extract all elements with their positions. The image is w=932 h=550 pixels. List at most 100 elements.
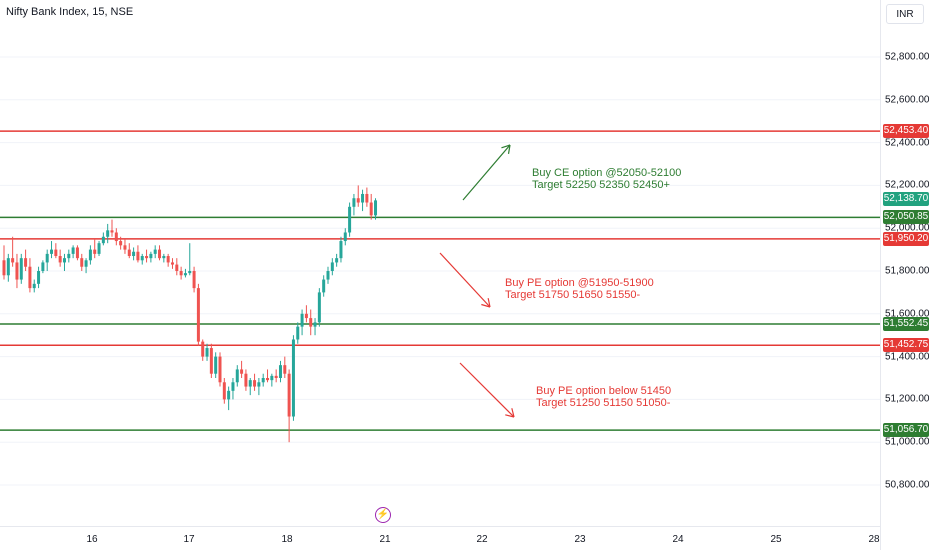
candle-body xyxy=(58,256,62,263)
candle-body xyxy=(158,249,162,259)
candle-body xyxy=(196,288,200,342)
level-price-tag: 51,552.45 xyxy=(883,316,929,331)
candle-body xyxy=(222,382,226,400)
candle-body xyxy=(274,375,278,378)
annotation-text: Buy PE option below 51450 Target 51250 51… xyxy=(536,385,671,409)
candle-body xyxy=(67,253,71,259)
candle-body xyxy=(253,380,257,387)
x-tick-label: 28 xyxy=(868,534,880,545)
candle-body xyxy=(80,258,84,267)
candle-body xyxy=(175,264,179,271)
x-tick-label: 22 xyxy=(476,534,488,545)
candle-body xyxy=(192,271,196,289)
candle-body xyxy=(110,230,114,233)
currency-selector[interactable]: INR xyxy=(886,4,924,24)
candle-body xyxy=(119,241,123,246)
candle-body xyxy=(296,326,300,340)
candle-body xyxy=(41,262,45,271)
candle-body xyxy=(335,258,339,263)
y-tick-label: 52,400.00 xyxy=(885,137,930,149)
x-tick-label: 17 xyxy=(183,534,195,545)
candle-body xyxy=(214,356,218,374)
candle-body xyxy=(93,249,97,254)
candle-body xyxy=(270,375,274,381)
y-tick-label: 52,600.00 xyxy=(885,94,930,106)
x-tick-label: 24 xyxy=(672,534,684,545)
candle-body xyxy=(32,283,36,289)
candle-body xyxy=(326,271,330,280)
y-tick-label: 52,800.00 xyxy=(885,51,930,63)
candle-body xyxy=(209,348,213,374)
candle-body xyxy=(140,256,144,261)
candle-body xyxy=(28,266,32,289)
level-price-tag: 51,056.70 xyxy=(883,423,929,438)
candle-body xyxy=(304,313,308,319)
candle-body xyxy=(361,193,365,203)
candle-body xyxy=(145,256,149,259)
chart-title: Nifty Bank Index, 15, NSE xyxy=(6,6,134,18)
candle-body xyxy=(244,373,248,387)
annotation-line: Buy CE option @52050-52100 xyxy=(532,167,682,179)
candle-body xyxy=(179,271,183,276)
candle-body xyxy=(227,390,231,400)
candle-body xyxy=(106,230,110,237)
candle-body xyxy=(11,258,15,263)
annotation-arrow xyxy=(459,362,515,418)
annotation-line: Target 51250 51150 51050- xyxy=(536,397,671,409)
candle-body xyxy=(114,232,118,242)
y-tick-label: 51,800.00 xyxy=(885,265,930,277)
candle-body xyxy=(166,256,170,263)
x-tick-label: 25 xyxy=(770,534,782,545)
annotation-text: Buy CE option @52050-52100 Target 52250 5… xyxy=(532,167,681,191)
candle-body xyxy=(45,253,49,263)
candle-body xyxy=(261,378,265,383)
y-tick-label: 51,400.00 xyxy=(885,351,930,363)
candle-body xyxy=(2,260,6,276)
candle-body xyxy=(127,249,131,257)
candle-body xyxy=(291,339,295,417)
level-price-tag: 52,453.40 xyxy=(883,124,929,139)
annotation-line: Buy PE option below 51450 xyxy=(536,385,672,397)
candle-body xyxy=(317,292,321,323)
candle-body xyxy=(248,380,252,387)
candle-body xyxy=(170,262,174,265)
candle-body xyxy=(153,249,157,254)
y-tick-label: 51,000.00 xyxy=(885,436,930,448)
x-tick-label: 18 xyxy=(281,534,293,545)
candle-body xyxy=(188,271,192,274)
candle-body xyxy=(136,251,140,261)
annotation-line: Buy PE option @51950-51900 xyxy=(505,277,654,289)
y-tick-label: 51,600.00 xyxy=(885,308,930,320)
candle-body xyxy=(97,243,101,254)
candle-body xyxy=(231,382,235,391)
price-axis-separator xyxy=(880,0,881,550)
candle-body xyxy=(54,249,58,257)
candle-body xyxy=(309,318,313,327)
candle-body xyxy=(19,258,23,280)
candle-body xyxy=(149,253,153,259)
candle-body xyxy=(201,341,205,357)
candle-body xyxy=(287,373,291,417)
candle-body xyxy=(84,260,88,267)
level-price-tag: 52,050.85 xyxy=(883,210,929,225)
arrowhead xyxy=(481,303,491,308)
candle-body xyxy=(352,198,356,207)
flash-icon[interactable]: ⚡ xyxy=(375,507,391,523)
candle-body xyxy=(278,365,282,378)
candle-body xyxy=(88,249,92,261)
arrowhead xyxy=(501,144,511,149)
candle-body xyxy=(132,251,136,257)
candle-body xyxy=(343,232,347,242)
y-tick-label: 50,800.00 xyxy=(885,479,930,491)
candle-body xyxy=(6,258,10,276)
annotation-line: Target 52250 52350 52450+ xyxy=(532,179,670,191)
arrowhead xyxy=(505,414,515,418)
annotation-text: Buy PE option @51950-51900 Target 51750 5… xyxy=(505,277,654,301)
x-tick-label: 21 xyxy=(379,534,391,545)
arrowhead xyxy=(487,298,491,308)
candle-body xyxy=(348,206,352,233)
level-price-tag: 51,950.20 xyxy=(883,231,929,246)
annotation-arrow xyxy=(439,252,491,308)
candle-body xyxy=(369,202,373,216)
